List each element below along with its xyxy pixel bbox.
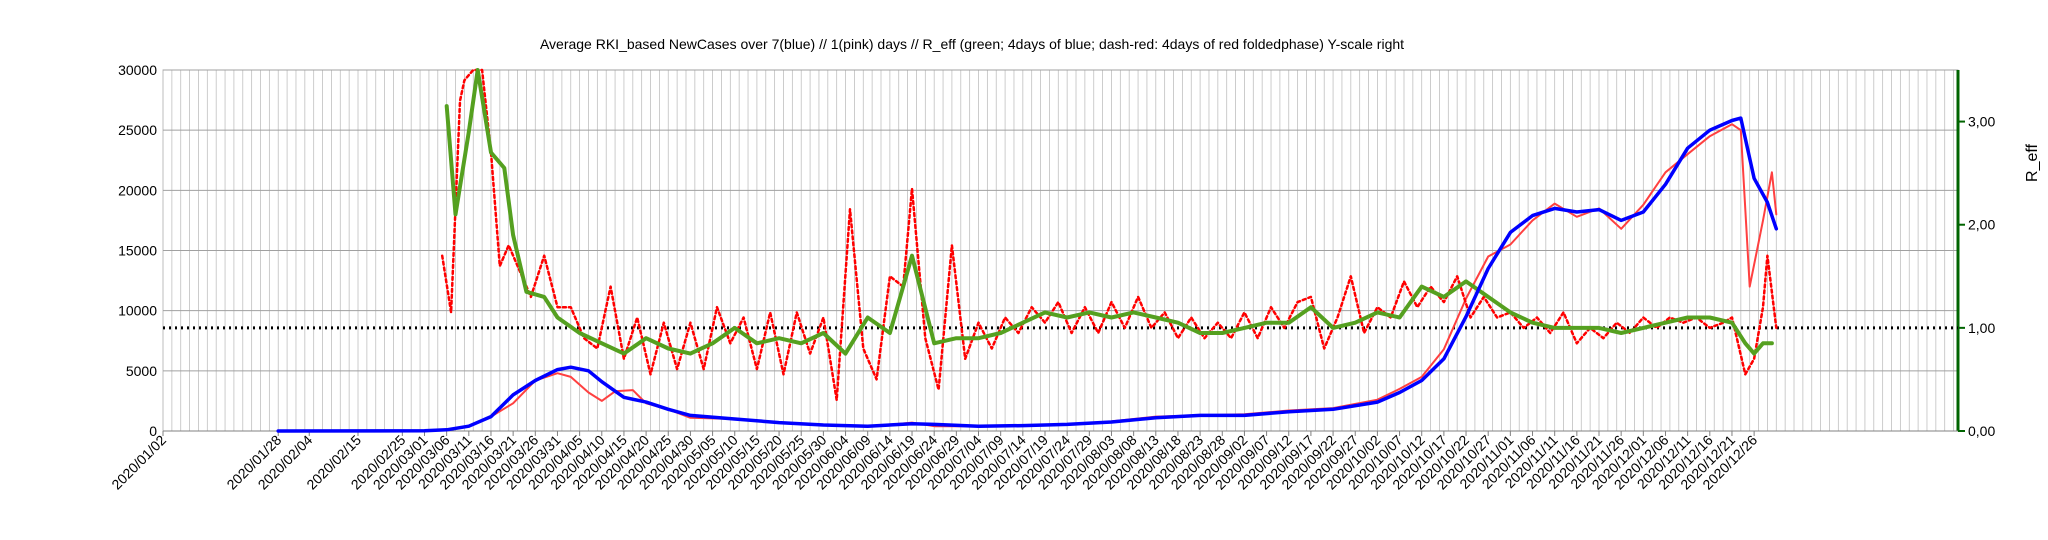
series-line-reff-dashred xyxy=(440,68,1778,402)
y-left-tick-label: 20000 xyxy=(118,182,157,198)
y-left-tick-label: 5000 xyxy=(126,363,157,379)
axes-layer xyxy=(162,70,1965,436)
y-left-tick-label: 25000 xyxy=(118,122,157,138)
y-right-tick-label: 0,00 xyxy=(1968,423,1995,439)
y-left-tick-label: 30000 xyxy=(118,62,157,78)
grid-layer xyxy=(162,69,1959,432)
chart-title: Average RKI_based NewCases over 7(blue) … xyxy=(540,36,1404,52)
y-left-tick-label: 0 xyxy=(149,423,157,439)
y-right-tick-label: 2,00 xyxy=(1968,217,1995,233)
y-left-tick-label: 15000 xyxy=(118,243,157,259)
series-line-avg7-blue xyxy=(276,116,1779,433)
right-axis-title: R_eff xyxy=(2024,143,2041,182)
series-layer xyxy=(163,68,1958,433)
series-line-reff-green xyxy=(444,68,1774,356)
labels-layer: 0 5000 10000 15000 20000 25000 30000 0,00 1,00 2,… xyxy=(108,62,1995,493)
y-left-tick-label: 10000 xyxy=(118,303,157,319)
y-right-tick-label: 1,00 xyxy=(1968,320,1995,336)
x-tick-label: 2020/01/02 xyxy=(108,432,169,493)
y-right-tick-label: 3,00 xyxy=(1968,114,1995,130)
